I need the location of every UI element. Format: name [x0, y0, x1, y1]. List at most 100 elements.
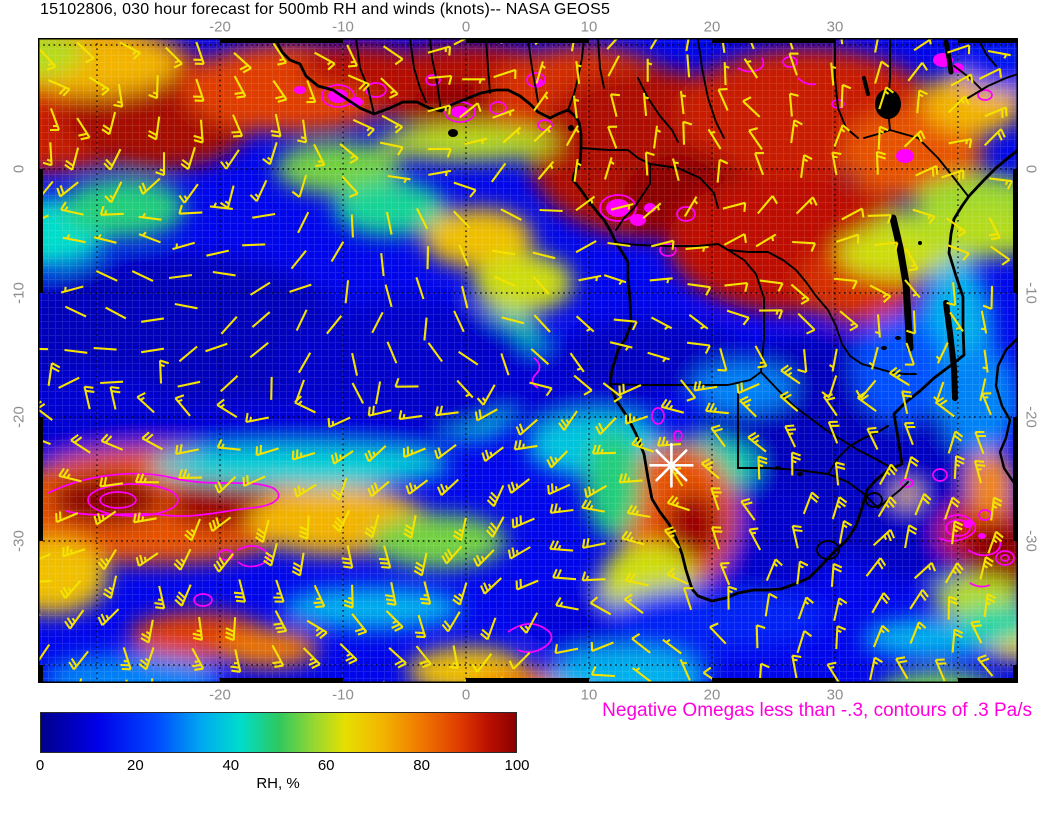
wind-barb — [569, 352, 585, 373]
wind-barb — [76, 41, 95, 64]
wind-barb — [736, 382, 760, 395]
wind-barb — [230, 649, 242, 673]
wind-barb — [836, 233, 860, 244]
wind-barb — [903, 422, 916, 446]
wind-barb — [294, 395, 316, 414]
wind-barb — [427, 342, 443, 363]
wind-barb — [62, 545, 86, 558]
wind-barb — [367, 480, 390, 498]
wind-barb — [660, 398, 685, 414]
wind-barb — [795, 196, 818, 215]
wind-barb — [554, 644, 579, 655]
wind-barb — [555, 596, 579, 611]
wind-barb — [602, 382, 623, 403]
wind-barb — [831, 496, 848, 520]
wind-barb — [289, 283, 312, 293]
wind-barb — [500, 353, 510, 376]
wind-barb — [757, 455, 768, 480]
enclave-border — [816, 540, 840, 560]
wind-barb — [949, 311, 964, 332]
wind-barb — [364, 445, 387, 463]
lake — [862, 76, 870, 96]
wind-barb — [683, 196, 699, 218]
wind-barb — [428, 74, 453, 85]
wind-barb — [618, 383, 642, 396]
wind-barb — [626, 504, 651, 518]
wind-barb — [532, 276, 550, 295]
wind-barb — [856, 391, 877, 413]
wind-barb — [58, 376, 80, 389]
wind-barb — [441, 545, 463, 565]
lat-tick-label-right: -20 — [1022, 406, 1040, 428]
wind-barb — [493, 68, 517, 79]
wind-barb — [184, 518, 201, 542]
wind-barb — [871, 592, 891, 614]
wind-barb — [398, 410, 423, 421]
wind-barb — [297, 119, 308, 144]
wind-barb — [113, 83, 124, 108]
wind-barb — [710, 424, 726, 448]
wind-barb — [423, 317, 428, 341]
wind-barb — [906, 310, 917, 335]
wind-barb — [383, 45, 404, 66]
wind-barb — [364, 514, 380, 539]
wind-barb — [711, 526, 723, 550]
wind-barb — [644, 151, 655, 176]
wind-barb — [507, 478, 531, 494]
wind-barb — [384, 284, 393, 308]
wind-barb — [987, 49, 1011, 59]
wind-barb — [513, 439, 538, 451]
wind-barb — [456, 379, 474, 399]
wind-barb — [979, 556, 994, 580]
wind-barb — [327, 416, 351, 429]
wind-barb — [493, 275, 516, 288]
wind-barb — [427, 147, 452, 158]
wind-barb — [865, 557, 887, 577]
graticule-layer — [38, 38, 1018, 683]
wind-barb — [790, 283, 810, 305]
wind-barb — [385, 211, 393, 235]
wind-barb — [719, 562, 731, 586]
wind-barb — [868, 346, 879, 370]
wind-barb — [271, 644, 285, 668]
wind-barb — [907, 62, 928, 82]
wind-barb — [414, 614, 427, 639]
wind-barb — [869, 656, 883, 681]
wind-barb — [386, 341, 398, 364]
wind-barb — [573, 374, 593, 396]
wind-barb — [58, 467, 82, 483]
wind-barb — [575, 195, 596, 212]
wind-barb — [385, 610, 404, 632]
wind-barb — [946, 282, 957, 307]
wind-barb — [539, 208, 563, 213]
lon-tick-label-bottom: -10 — [332, 686, 354, 704]
wind-barb — [193, 119, 204, 144]
country-border — [977, 38, 997, 67]
wind-barb — [701, 458, 720, 480]
wind-barb — [791, 654, 802, 679]
wind-barb — [273, 579, 285, 603]
wind-barb — [535, 61, 546, 84]
wind-barb — [797, 312, 816, 335]
wind-barb — [685, 38, 690, 52]
wind-barb — [727, 585, 738, 610]
wind-barb — [97, 548, 117, 570]
wind-barb — [99, 476, 124, 488]
wind-barb — [403, 515, 417, 539]
wind-barb — [529, 381, 553, 397]
wind-barb — [471, 653, 493, 673]
wind-barb — [976, 654, 994, 677]
wind-barb — [155, 152, 166, 177]
map-canvas — [38, 38, 1018, 683]
wind-barb — [220, 149, 240, 170]
wind-barb — [573, 158, 582, 182]
wind-barb — [380, 252, 385, 277]
wind-barb — [631, 667, 652, 683]
wind-barb — [671, 158, 680, 182]
wind-barb — [224, 617, 237, 642]
wind-barb — [631, 436, 655, 453]
wind-barb — [141, 317, 165, 323]
wind-barb — [219, 185, 235, 209]
wind-barb — [492, 108, 515, 119]
wind-barb — [581, 499, 605, 513]
